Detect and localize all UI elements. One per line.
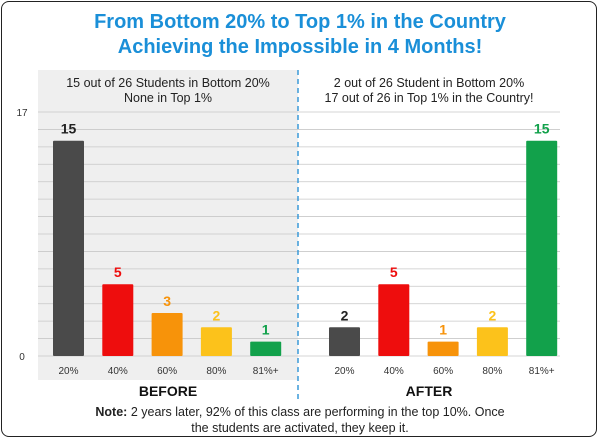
x-tick-label: 80% (206, 366, 226, 377)
bar-before-0 (53, 140, 84, 356)
x-tick-label: 20% (58, 366, 78, 377)
bar-before-1 (102, 284, 134, 356)
bar-before-2 (151, 312, 183, 356)
x-tick-label: 60% (433, 366, 453, 377)
data-label: 5 (114, 264, 122, 280)
x-tick-label: 80% (482, 366, 502, 377)
panel-label-after: AFTER (406, 383, 453, 399)
x-tick-label: 81%+ (253, 366, 279, 377)
note-label: Note: (95, 405, 128, 419)
chart-title-line1: From Bottom 20% to Top 1% in the Country (94, 11, 506, 33)
panel-subtitle-line1: 15 out of 26 Students in Bottom 20% (66, 76, 270, 90)
bar-after-1 (378, 284, 410, 356)
data-label: 2 (341, 307, 349, 323)
bar-before-4 (250, 341, 282, 356)
x-tick-label: 40% (108, 366, 128, 377)
data-label: 15 (534, 121, 550, 137)
data-label: 2 (213, 307, 221, 323)
note-line2: the students are activated, they keep it… (191, 421, 409, 435)
y-tick-label: 17 (16, 108, 28, 119)
note-line1: Note: 2 years later, 92% of this class a… (0, 404, 600, 420)
panel-label-before: BEFORE (139, 383, 197, 399)
data-label: 2 (489, 307, 497, 323)
chart-title-line2: Achieving the Impossible in 4 Months! (117, 36, 483, 58)
data-label: 3 (163, 293, 171, 309)
x-tick-label: 81%+ (529, 366, 555, 377)
note-text-line1: 2 years later, 92% of this class are per… (130, 405, 505, 419)
panel-subtitle-line2: None in Top 1% (124, 91, 212, 105)
panel-subtitle-line2: 17 out of 26 in Top 1% in the Country! (325, 91, 534, 105)
data-label: 5 (390, 264, 398, 280)
data-label: 15 (61, 121, 77, 137)
bar-chart: 0 17 15 out of 26 Students in Bottom 20%No… (16, 70, 560, 400)
bar-after-3 (476, 327, 508, 356)
bar-after-2 (427, 341, 459, 356)
x-tick-label: 60% (157, 366, 177, 377)
bar-after-0 (329, 327, 360, 356)
bar-after-4 (526, 140, 558, 356)
panel-subtitle-line1: 2 out of 26 Student in Bottom 20% (334, 76, 524, 90)
x-tick-label: 20% (334, 366, 354, 377)
y-tick-label: 0 (19, 352, 25, 363)
data-label: 1 (262, 322, 270, 338)
data-label: 1 (439, 322, 447, 338)
x-tick-label: 40% (384, 366, 404, 377)
bar-before-3 (200, 327, 232, 356)
